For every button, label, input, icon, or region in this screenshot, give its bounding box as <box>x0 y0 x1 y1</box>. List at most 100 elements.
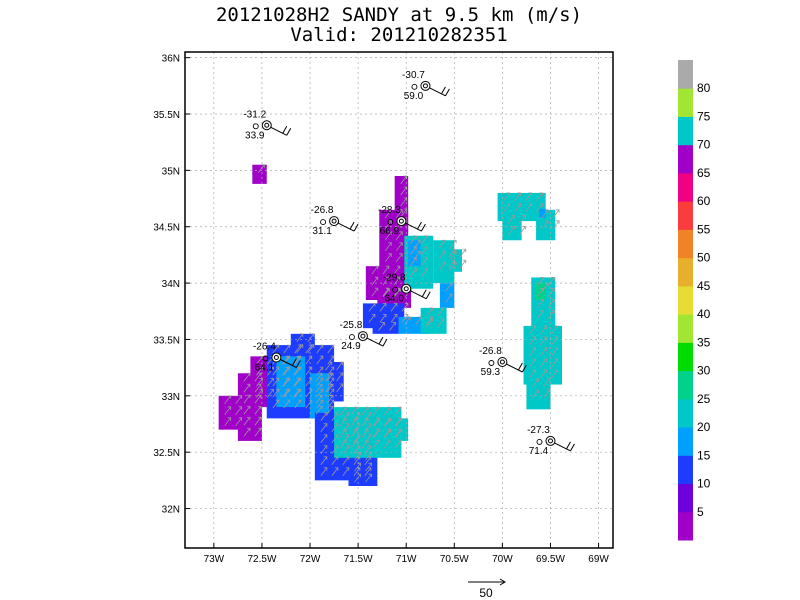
wind-vector-head <box>374 287 379 292</box>
wind-vector <box>350 406 358 416</box>
wind-vector <box>254 417 262 426</box>
wind-vector <box>235 417 242 427</box>
wind-vector-head <box>424 246 428 250</box>
wind-vector-head <box>275 377 280 382</box>
wind-vector-head <box>345 423 350 427</box>
wind-vector <box>350 417 358 427</box>
wind-vector <box>395 429 403 438</box>
wind-vector-head <box>399 242 403 246</box>
wind-vector <box>316 388 324 398</box>
wind-vector-head <box>556 220 560 224</box>
wind-vector-head <box>528 203 532 207</box>
wind-vector <box>283 399 291 409</box>
wind-vector <box>296 333 304 343</box>
colorbar-label: 80 <box>697 81 711 95</box>
colorbar-label: 45 <box>697 279 711 293</box>
wind-barb-flag <box>416 221 422 230</box>
wind-vector-head <box>382 302 387 307</box>
wind-vector-head <box>388 220 392 224</box>
wind-vector-head <box>398 439 402 444</box>
wind-vector <box>293 378 300 387</box>
region-east-teal <box>526 378 551 410</box>
wind-vector-head <box>398 428 403 433</box>
wind-vector-head <box>334 467 339 471</box>
wind-vector-head <box>506 203 510 207</box>
wind-vector-head <box>376 417 381 422</box>
wind-vector <box>235 406 242 416</box>
wind-vector-head <box>535 389 539 393</box>
wind-vector-head <box>387 428 392 433</box>
wind-vector-head <box>285 366 289 371</box>
wind-vector <box>547 288 555 297</box>
wind-vector-head <box>453 239 457 244</box>
wind-vector <box>525 192 532 202</box>
station-marker <box>271 352 282 363</box>
station-marker-inner <box>360 333 366 339</box>
wind-vector-head <box>246 427 251 432</box>
wind-vector-head <box>330 383 334 388</box>
wind-vector-head <box>417 239 421 244</box>
wind-vector <box>384 429 392 438</box>
wind-vector <box>272 344 280 354</box>
wind-vector <box>393 265 401 275</box>
wind-vector <box>372 428 380 438</box>
wind-vector <box>404 316 411 326</box>
wind-vector <box>364 434 372 443</box>
wind-vector-head <box>451 259 456 264</box>
wind-vector <box>536 277 544 286</box>
wind-vector-head <box>345 434 350 438</box>
wind-vector <box>258 164 265 173</box>
wind-vector <box>459 249 467 258</box>
wind-vector-head <box>345 456 350 460</box>
station-value-bottom: 71.4 <box>529 446 549 457</box>
wind-vector <box>272 377 280 387</box>
wind-vector <box>384 231 392 241</box>
wind-vector-head <box>393 302 398 307</box>
wind-vector-head <box>554 347 558 351</box>
wind-vector-head <box>330 355 335 360</box>
station-value-top: -27.3 <box>527 425 550 436</box>
y-tick-label: 36N <box>162 54 180 65</box>
wind-vector <box>272 388 280 398</box>
wind-vector <box>243 417 251 426</box>
station-value-bottom: 24.9 <box>341 341 361 352</box>
wind-vector-head <box>543 347 547 351</box>
wind-vector <box>243 395 251 404</box>
wind-barb-flag <box>291 358 297 366</box>
wind-vector-head <box>440 307 445 311</box>
wind-vector <box>503 203 510 213</box>
wind-vector <box>529 325 536 335</box>
wind-vector-head <box>532 358 536 362</box>
colorbar-label: 30 <box>697 364 711 378</box>
wind-vector <box>256 378 263 387</box>
wind-vector <box>353 456 361 465</box>
y-tick-label: 35.5N <box>153 110 180 121</box>
wind-vector-head <box>365 417 369 422</box>
wind-vector <box>372 406 380 416</box>
wind-vector-head <box>554 369 558 373</box>
wind-vector-head <box>365 406 369 411</box>
wind-vector-head <box>367 412 372 416</box>
y-tick-label: 32N <box>162 505 180 516</box>
wind-vector <box>371 276 379 286</box>
wind-vector <box>437 307 444 317</box>
wind-vector-head <box>546 389 550 393</box>
wind-vector <box>383 417 391 427</box>
wind-vector-head <box>330 344 335 349</box>
wind-vector <box>551 358 558 368</box>
region-west-cyan <box>276 356 306 408</box>
wind-vector <box>373 429 381 438</box>
wind-vector <box>382 287 390 297</box>
wind-vector-head <box>259 355 263 360</box>
wind-vector-head <box>319 383 323 388</box>
station-marker <box>420 80 431 91</box>
wind-vector <box>503 192 510 202</box>
wind-vector <box>353 434 361 443</box>
wind-vector <box>267 378 274 387</box>
wind-vector <box>305 355 313 365</box>
wind-vector <box>256 367 263 376</box>
x-tick-label: 71.5W <box>344 554 373 565</box>
observation-station: -26.8 59.3 <box>479 346 527 378</box>
colorbar-label: 55 <box>697 222 711 236</box>
wind-vector-head <box>451 248 456 253</box>
